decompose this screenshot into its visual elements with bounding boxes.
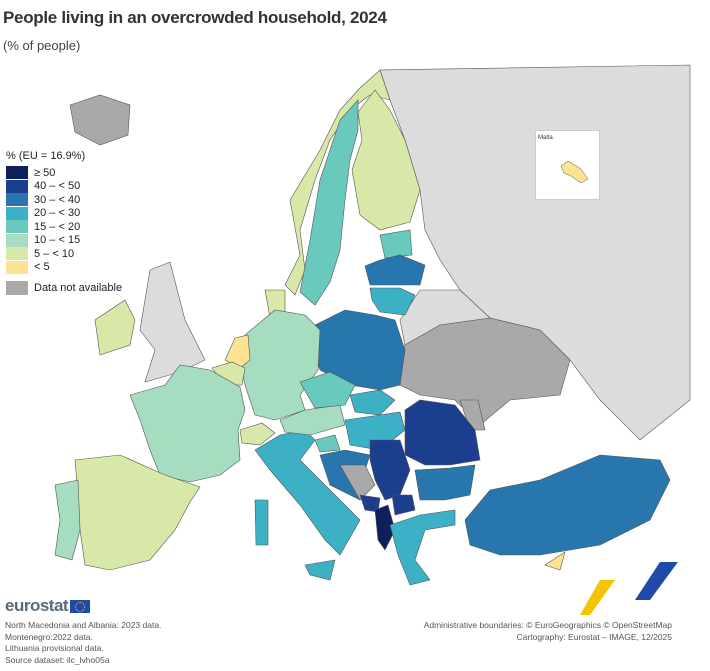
credit-line: Cartography: Eurostat – IMAGE, 12/2025 bbox=[516, 631, 672, 642]
malta-inset: Malta bbox=[535, 130, 600, 200]
austria bbox=[279, 404, 346, 436]
eurostat-graphic-yellow bbox=[580, 580, 615, 615]
footnote: Source dataset: ilc_lvho05a bbox=[5, 654, 110, 665]
legend-item: < 5 bbox=[6, 260, 122, 275]
legend-item: 30 – < 40 bbox=[6, 193, 122, 207]
legend-label: 15 – < 20 bbox=[34, 220, 81, 233]
bulgaria bbox=[414, 464, 476, 501]
legend-swatch bbox=[6, 247, 28, 261]
legend-label: 40 – < 50 bbox=[34, 180, 81, 193]
legend-swatch bbox=[6, 206, 28, 220]
slovenia bbox=[314, 434, 341, 453]
portugal bbox=[54, 479, 81, 561]
legend-item: ≥ 50 bbox=[6, 166, 122, 180]
credits: Administrative boundaries: © EuroGeograp… bbox=[424, 620, 672, 643]
legend-item: 5 – < 10 bbox=[6, 247, 122, 261]
footnote: Lithuania provisional data. bbox=[5, 643, 104, 653]
romania bbox=[404, 399, 481, 466]
ireland bbox=[94, 299, 136, 356]
finland bbox=[351, 89, 421, 231]
legend-label: Data not available bbox=[34, 281, 123, 294]
malta bbox=[560, 160, 589, 184]
legend-swatch bbox=[6, 193, 28, 207]
legend-label: 20 – < 30 bbox=[34, 207, 81, 220]
lithuania bbox=[369, 287, 416, 316]
legend-swatch bbox=[6, 280, 28, 295]
estonia bbox=[379, 229, 413, 259]
iceland bbox=[69, 94, 131, 146]
footnote: North Macedonia and Albania: 2023 data. bbox=[5, 620, 162, 630]
sweden bbox=[299, 99, 359, 306]
greece bbox=[389, 509, 456, 586]
legend: % (EU = 16.9%) ≥ 50 40 – < 50 30 – < 40 20 … bbox=[6, 150, 122, 295]
legend-label: 10 – < 15 bbox=[34, 234, 81, 247]
page-subtitle: (% of people) bbox=[3, 38, 81, 53]
germany bbox=[239, 309, 321, 421]
albania bbox=[374, 504, 396, 551]
legend-swatch bbox=[6, 179, 28, 193]
eurostat-graphic-blue bbox=[635, 562, 678, 600]
eu-flag-icon bbox=[70, 599, 91, 613]
legend-item: 15 – < 20 bbox=[6, 220, 122, 234]
italy bbox=[254, 429, 361, 556]
legend-label: ≥ 50 bbox=[34, 166, 56, 179]
legend-label: 5 – < 10 bbox=[34, 247, 75, 260]
malta-inset-label: Malta bbox=[538, 135, 553, 141]
credit-line: Administrative boundaries: © EuroGeograp… bbox=[423, 620, 672, 630]
sicily bbox=[304, 559, 336, 581]
legend-label: < 5 bbox=[34, 261, 50, 274]
eurostat-logo: eurostat bbox=[5, 596, 91, 616]
serbia bbox=[369, 439, 411, 501]
legend-item: 20 – < 30 bbox=[6, 206, 122, 221]
bosnia bbox=[339, 464, 376, 501]
turkey bbox=[464, 454, 671, 556]
logo-text: eurostat bbox=[5, 596, 69, 615]
latvia bbox=[364, 254, 426, 286]
footnote: Montenegro:2022 data. bbox=[5, 631, 93, 642]
legend-item: 10 – < 15 bbox=[6, 233, 122, 248]
sardinia bbox=[254, 499, 269, 546]
north-macedonia bbox=[391, 494, 416, 516]
footnotes: North Macedonia and Albania: 2023 data. … bbox=[5, 620, 161, 666]
legend-swatch bbox=[6, 260, 28, 274]
legend-swatch bbox=[6, 166, 28, 180]
ukraine bbox=[399, 317, 571, 426]
uk bbox=[139, 261, 206, 383]
legend-title: % (EU = 16.9%) bbox=[6, 150, 86, 162]
slovakia bbox=[349, 389, 396, 416]
legend-swatch bbox=[6, 220, 28, 234]
page-title: People living in an overcrowded househol… bbox=[3, 8, 387, 27]
cyprus bbox=[544, 551, 566, 571]
switzerland bbox=[239, 422, 276, 446]
legend-label: 30 – < 40 bbox=[34, 193, 81, 206]
legend-item: 40 – < 50 bbox=[6, 179, 122, 194]
france bbox=[129, 364, 246, 483]
legend-item-na: Data not available bbox=[6, 280, 122, 295]
legend-swatch bbox=[6, 233, 28, 247]
